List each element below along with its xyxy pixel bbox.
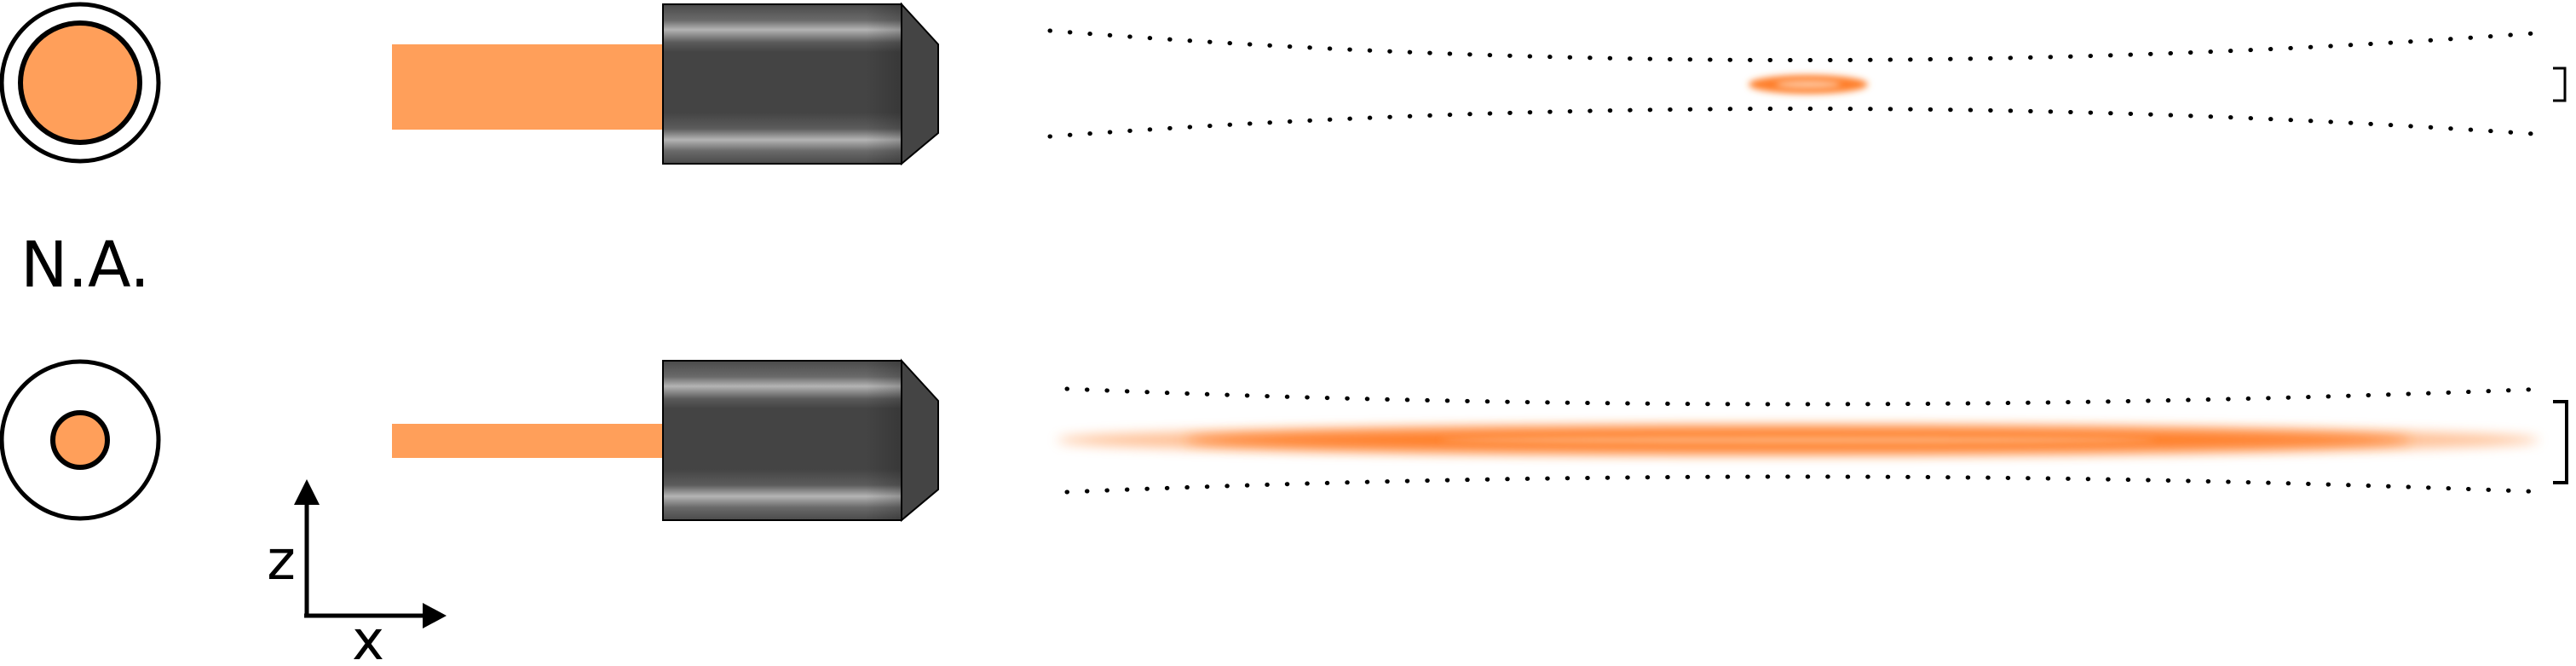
objective-lens-icon [662, 2, 939, 166]
aperture-beam-high-na [18, 20, 142, 145]
envelope-lower-low-na [1064, 474, 2549, 495]
envelope-upper-low-na [1064, 386, 2549, 407]
aperture-beam-low-na [50, 410, 110, 470]
beam-envelope-low-na [1064, 386, 2549, 495]
beam-envelope-high-na [1047, 28, 2549, 139]
bracket-icon [2553, 67, 2567, 102]
coordinate-axes-icon: z x [267, 479, 447, 666]
objective-shade-bottom [663, 361, 902, 520]
focal-spot-core-high-na [1776, 80, 1841, 89]
axis-z-arrow-icon [294, 479, 320, 505]
focal-spot-icon [1749, 75, 1868, 94]
aperture-low-na [0, 359, 161, 521]
envelope-lower-high-na [1047, 107, 2549, 139]
objective-tip-bottom [901, 358, 939, 523]
beam-low-na [392, 424, 665, 458]
axis-x-arrow-icon [423, 603, 447, 628]
focal-volume-low-na [1057, 426, 2539, 455]
numerical-aperture-label: N.A. [20, 229, 150, 302]
bracket-icon-low [2553, 400, 2568, 484]
objective-lens-icon-low [662, 358, 939, 523]
objective-shade-top [663, 4, 902, 164]
axis-x-label: x [352, 610, 384, 662]
objective-tip-top [901, 2, 939, 166]
beam-high-na [392, 44, 665, 130]
aperture-high-na [0, 2, 161, 164]
focal-volume-center [1440, 437, 2156, 443]
axis-z-label: z [267, 530, 296, 593]
envelope-upper-high-na [1047, 28, 2549, 62]
